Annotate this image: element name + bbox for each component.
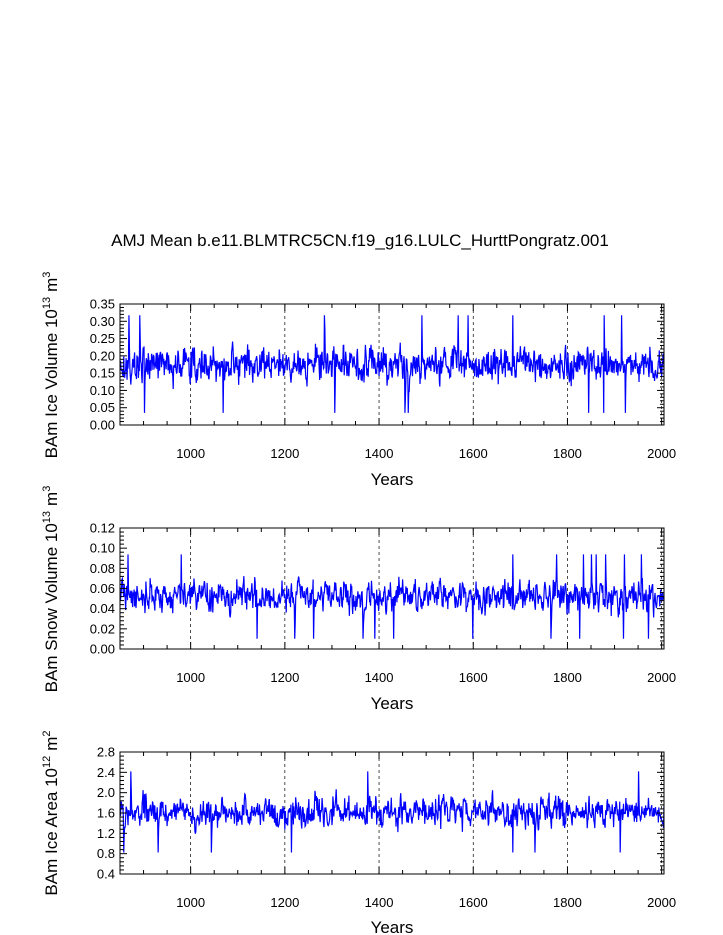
y-tick-label: 0.25 <box>90 331 115 346</box>
figure-title: AMJ Mean b.e11.BLMTRC5CN.f19_g16.LULC_Hu… <box>111 231 609 250</box>
y-axis-label-exponent: 13 <box>41 297 53 309</box>
x-tick-label: 1400 <box>365 446 394 461</box>
y-tick-label: 0.8 <box>97 846 115 861</box>
x-tick-label: 1800 <box>553 446 582 461</box>
y-axis-label-unit-exponent: 2 <box>41 730 53 736</box>
y-axis-label-unit: m <box>42 737 61 751</box>
y-tick-label: 1.2 <box>97 826 115 841</box>
x-axis-label: Years <box>371 694 414 713</box>
y-tick-label: 0.30 <box>90 314 115 329</box>
y-tick-label: 1.6 <box>97 806 115 821</box>
x-tick-label: 1800 <box>553 670 582 685</box>
x-axis-label: Years <box>371 470 414 489</box>
y-axis-label-unit-exponent: 3 <box>41 272 53 278</box>
y-axis-label-exponent: 12 <box>41 756 53 768</box>
y-tick-label: 0.05 <box>90 400 115 415</box>
y-tick-label: 2.4 <box>97 765 115 780</box>
y-tick-label: 0.04 <box>90 601 115 616</box>
y-tick-label: 0.12 <box>90 521 115 536</box>
y-tick-label: 0.35 <box>90 297 115 312</box>
y-axis-label: BAm Ice Volume 1013 m3 <box>41 272 61 459</box>
y-tick-label: 0.00 <box>90 418 115 433</box>
plot-frame <box>119 303 665 426</box>
y-tick-label: 0.10 <box>90 541 115 556</box>
series-line <box>120 771 664 853</box>
y-tick-label: 2.0 <box>97 785 115 800</box>
x-tick-label: 1200 <box>270 446 299 461</box>
ice-area-panel: 1000 1200 1400 1600 1800 2000 0.4 0.8 1.2 1.6 2.0 2… <box>41 730 676 935</box>
y-axis-label-text: BAm Snow Volume 10 <box>42 523 61 692</box>
y-tick-label: 0.15 <box>90 366 115 381</box>
y-tick-label: 0.00 <box>90 642 115 657</box>
y-tick-label: 0.02 <box>90 621 115 636</box>
y-axis-label: BAm Snow Volume 1013 m3 <box>41 486 61 693</box>
ice-volume-panel: 1000 1200 1400 1600 1800 2000 0.00 0.05 0.10 0.15… <box>41 272 676 489</box>
y-tick-label: 2.8 <box>97 745 115 760</box>
x-tick-label: 2000 <box>647 895 676 910</box>
x-tick-label: 2000 <box>647 446 676 461</box>
y-tick-label: 0.08 <box>90 561 115 576</box>
y-tick-label: 0.20 <box>90 348 115 363</box>
x-tick-label: 1600 <box>459 895 488 910</box>
x-tick-label: 1600 <box>459 446 488 461</box>
y-axis-label-text: BAm Ice Area 10 <box>42 768 61 896</box>
x-tick-label: 1200 <box>270 670 299 685</box>
x-tick-label: 1000 <box>176 895 205 910</box>
x-tick-label: 1000 <box>176 446 205 461</box>
y-axis-label-exponent: 13 <box>41 511 53 523</box>
x-tick-label: 1400 <box>365 670 394 685</box>
y-tick-label: 0.06 <box>90 581 115 596</box>
x-tick-label: 2000 <box>647 670 676 685</box>
y-axis-label-unit: m <box>42 492 61 506</box>
y-axis-label: BAm Ice Area 1012 m2 <box>41 730 61 895</box>
snow-volume-panel: 1000 1200 1400 1600 1800 2000 0.00 0.02 0.04 0.06… <box>41 486 676 713</box>
x-tick-label: 1600 <box>459 670 488 685</box>
series-line <box>120 315 664 413</box>
x-tick-label: 1800 <box>553 895 582 910</box>
y-axis-label-text: BAm Ice Volume 10 <box>42 309 61 458</box>
y-axis-label-unit: m <box>42 278 61 292</box>
series-line <box>120 554 664 639</box>
y-tick-label: 0.10 <box>90 383 115 398</box>
x-axis-label: Years <box>371 918 414 935</box>
y-axis-label-unit-exponent: 3 <box>41 486 53 492</box>
x-tick-label: 1000 <box>176 670 205 685</box>
x-tick-label: 1400 <box>365 895 394 910</box>
y-tick-label: 0.4 <box>97 867 115 882</box>
x-tick-label: 1200 <box>270 895 299 910</box>
